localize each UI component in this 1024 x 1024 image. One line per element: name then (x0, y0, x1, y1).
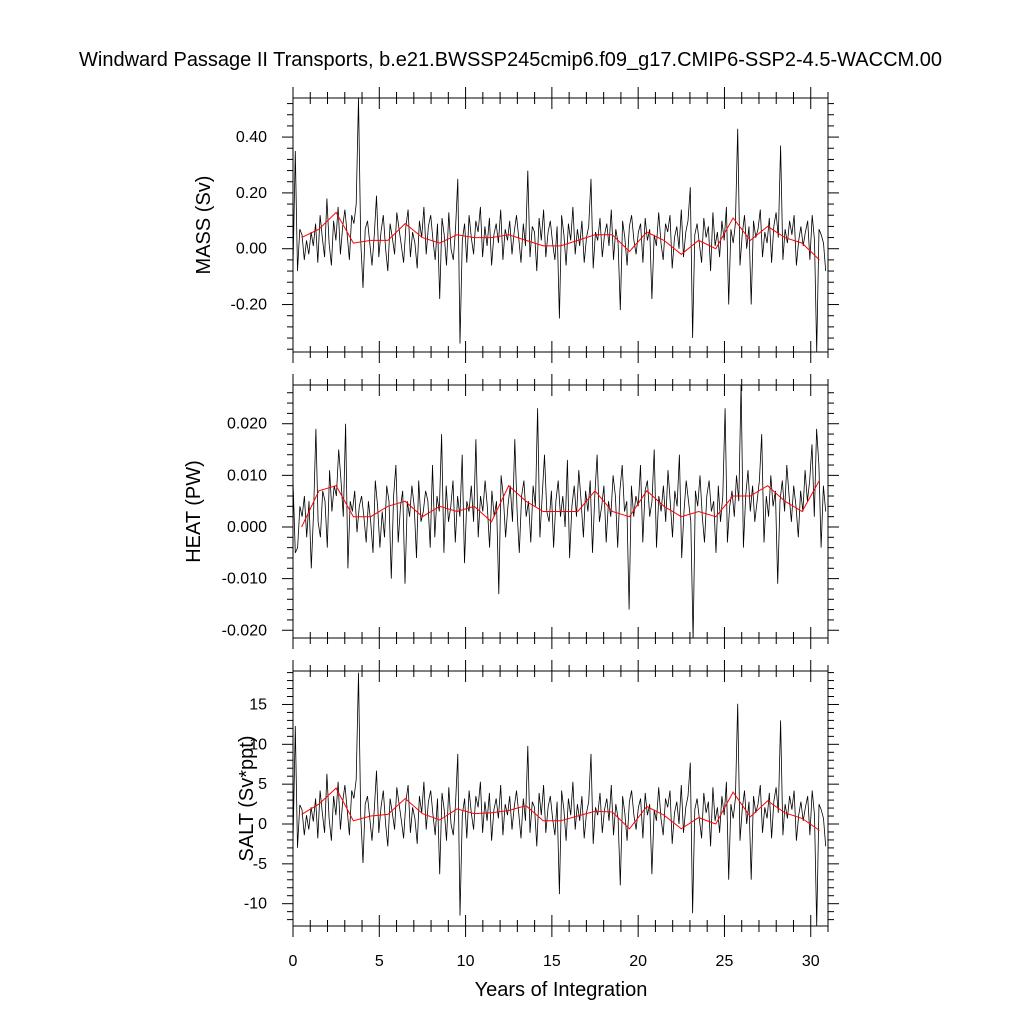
y-tick-label: 0.000 (227, 519, 267, 536)
y-axis-label-mass: MASS (Sv) (193, 176, 215, 275)
y-tick-label: -0.020 (222, 622, 267, 639)
series-annual-mass (301, 211, 820, 261)
x-tick-label: 0 (289, 953, 298, 970)
y-tick-label: 5 (258, 776, 267, 793)
y-tick-label: -0.20 (231, 297, 268, 314)
y-tick-label: -10 (244, 896, 267, 913)
panel-mass: -0.20 0.00 0.20 0.40 MASS (Sv) (193, 87, 839, 363)
x-tick-label: 15 (543, 953, 561, 970)
plot-frame-mass (292, 97, 829, 353)
y-tick-label: 0.010 (227, 467, 267, 484)
y-tick-label: -5 (253, 856, 267, 873)
y-tick-label: 0.20 (236, 185, 267, 202)
x-axis-label: Years of Integration (475, 979, 648, 1001)
plot-frame-salt (292, 670, 829, 927)
series-monthly-heat (293, 385, 827, 638)
series-annual-heat (301, 480, 820, 528)
x-tick-label: 5 (375, 953, 384, 970)
panel-salt: -10 -5 0 5 10 15 SALT (Sv*ppt) (236, 660, 839, 937)
series-monthly-salt (293, 672, 827, 926)
y-axis-label-salt: SALT (Sv*ppt) (236, 736, 258, 862)
chart-title: Windward Passage II Transports, b.e21.BW… (79, 49, 942, 71)
x-tick-label: 10 (457, 953, 475, 970)
y-tick-label: 0.40 (236, 129, 267, 146)
panel-heat: -0.020 -0.010 0.000 0.010 0.020 HEAT (PW) (183, 374, 839, 649)
plot-frame-heat (292, 384, 829, 639)
series-monthly-mass (293, 98, 827, 352)
x-tick-label: 30 (802, 953, 820, 970)
y-tick-label: 0.00 (236, 241, 267, 258)
y-axis-label-heat: HEAT (PW) (183, 460, 205, 563)
y-tick-label: 0 (258, 816, 267, 833)
x-tick-label: 20 (629, 953, 647, 970)
y-tick-label: 15 (249, 696, 267, 713)
x-tick-label: 25 (716, 953, 734, 970)
y-tick-label: 10 (249, 736, 267, 753)
y-tick-label: 0.020 (227, 416, 267, 433)
x-axis: 0 5 10 15 20 25 30 (289, 953, 820, 970)
series-annual-salt (301, 787, 820, 831)
y-tick-label: -0.010 (222, 571, 267, 588)
